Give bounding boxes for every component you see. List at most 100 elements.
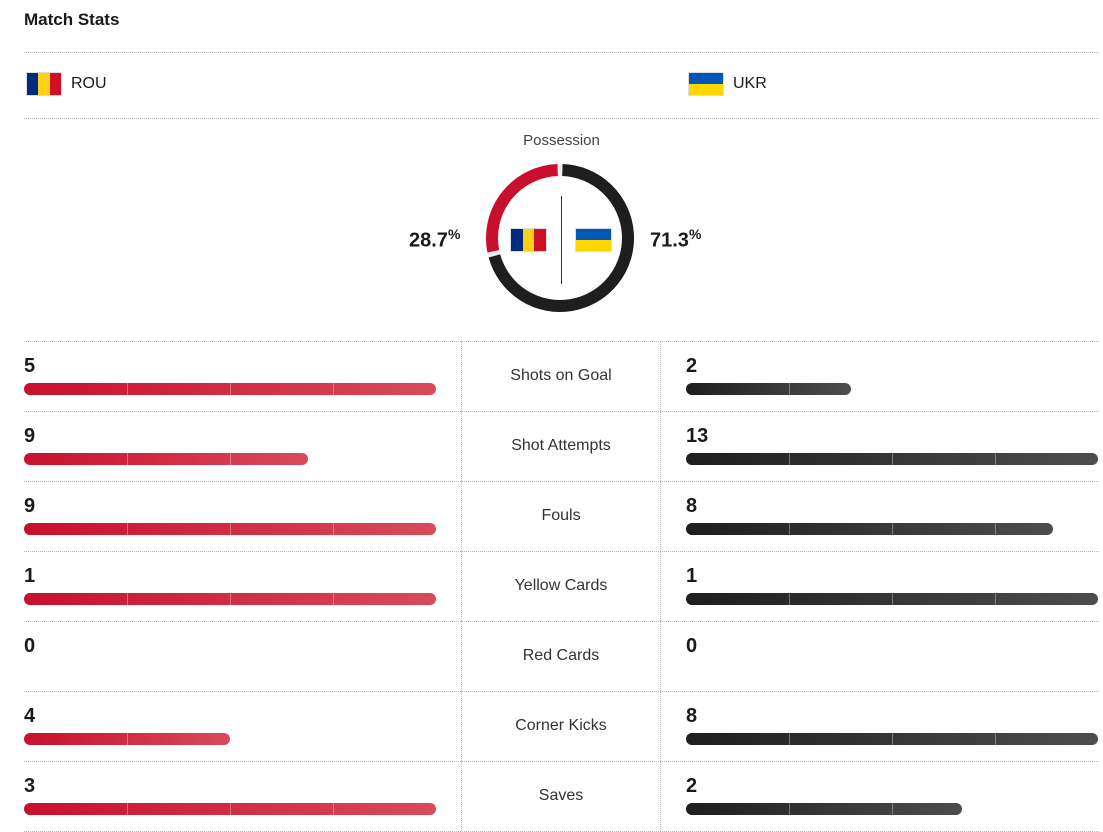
away-stat-bar — [686, 523, 1053, 535]
home-team-abbr: ROU — [71, 75, 107, 92]
home-stat-bar — [24, 733, 230, 745]
bar-segment-divider — [789, 593, 790, 605]
possession-label: Possession — [523, 132, 600, 149]
stat-row: 0 Red Cards 0 — [24, 621, 1099, 691]
stat-label: Shots on Goal — [510, 367, 612, 384]
away-team-abbr: UKR — [733, 75, 767, 92]
away-stat-bar — [686, 453, 1098, 465]
bar-segment-divider — [333, 803, 334, 815]
bar-segment-divider — [789, 733, 790, 745]
bar-segment-divider — [230, 803, 231, 815]
bar-segment-divider — [127, 803, 128, 815]
column-divider — [461, 341, 462, 411]
bar-segment-divider — [995, 733, 996, 745]
bar-segment-divider — [892, 523, 893, 535]
home-team: ROU — [26, 72, 107, 96]
home-stat-value: 4 — [24, 705, 36, 727]
page-title: Match Stats — [24, 10, 120, 29]
divider — [24, 761, 1099, 762]
stat-row: 9 Shot Attempts 13 — [24, 411, 1099, 481]
bar-segment-divider — [892, 453, 893, 465]
away-stat-value: 2 — [686, 775, 698, 797]
home-stat-value: 3 — [24, 775, 36, 797]
away-possession-value: 71.3% — [650, 226, 702, 252]
stat-label: Red Cards — [522, 647, 600, 664]
bar-segment-divider — [127, 733, 128, 745]
bar-segment-divider — [789, 523, 790, 535]
away-stat-bar — [686, 803, 962, 815]
stat-label: Fouls — [541, 507, 581, 524]
bar-segment-divider — [230, 383, 231, 395]
away-stat-value: 1 — [686, 565, 698, 587]
column-divider — [660, 481, 661, 551]
away-stat-value: 8 — [686, 495, 698, 517]
away-stat-value: 8 — [686, 705, 698, 727]
column-divider — [660, 341, 661, 411]
stat-row: 5 Shots on Goal 2 — [24, 341, 1099, 411]
stat-label: Shot Attempts — [511, 437, 611, 454]
possession-divider — [561, 196, 562, 284]
bar-segment-divider — [127, 453, 128, 465]
bar-segment-divider — [127, 523, 128, 535]
stat-label: Yellow Cards — [514, 577, 608, 594]
bar-segment-divider — [892, 803, 893, 815]
column-divider — [461, 761, 462, 831]
divider — [24, 341, 1099, 342]
home-stat-value: 0 — [24, 635, 36, 657]
home-stat-value: 5 — [24, 355, 36, 377]
divider — [24, 118, 1099, 119]
column-divider — [660, 551, 661, 621]
bar-segment-divider — [892, 593, 893, 605]
away-stat-bar — [686, 733, 1098, 745]
home-possession-value: 28.7% — [409, 226, 461, 252]
away-stat-bar — [686, 383, 851, 395]
column-divider — [461, 481, 462, 551]
column-divider — [660, 761, 661, 831]
bar-segment-divider — [995, 523, 996, 535]
bar-segment-divider — [127, 383, 128, 395]
divider — [24, 52, 1099, 53]
divider — [24, 621, 1099, 622]
column-divider — [461, 621, 462, 691]
bar-segment-divider — [789, 383, 790, 395]
away-stat-value: 13 — [686, 425, 709, 447]
away-stat-bar — [686, 593, 1098, 605]
bar-segment-divider — [230, 523, 231, 535]
romania-flag-icon — [26, 72, 62, 96]
ukraine-flag-icon — [575, 228, 612, 252]
match-stats-panel: Match Stats ROU UKR Possession 28.7% 71.… — [24, 0, 1099, 832]
bar-segment-divider — [230, 593, 231, 605]
column-divider — [660, 691, 661, 761]
bar-segment-divider — [995, 593, 996, 605]
divider — [24, 551, 1099, 552]
column-divider — [660, 411, 661, 481]
away-team: UKR — [688, 72, 767, 96]
possession-donut-chart — [486, 164, 634, 312]
column-divider — [461, 411, 462, 481]
stat-row: 4 Corner Kicks 8 — [24, 691, 1099, 761]
divider — [24, 691, 1099, 692]
stat-label: Saves — [538, 787, 584, 804]
bar-segment-divider — [333, 523, 334, 535]
home-stat-bar — [24, 593, 436, 605]
ukraine-flag-icon — [688, 72, 724, 96]
home-stat-value: 1 — [24, 565, 36, 587]
bar-segment-divider — [127, 593, 128, 605]
away-stat-value: 0 — [686, 635, 698, 657]
bar-segment-divider — [230, 453, 231, 465]
column-divider — [660, 621, 661, 691]
stat-label: Corner Kicks — [515, 717, 607, 734]
home-stat-value: 9 — [24, 495, 36, 517]
home-stat-bar — [24, 383, 436, 395]
stat-row: 3 Saves 2 — [24, 761, 1099, 831]
bar-segment-divider — [789, 453, 790, 465]
bar-segment-divider — [333, 383, 334, 395]
away-stat-value: 2 — [686, 355, 698, 377]
divider — [24, 481, 1099, 482]
possession-home-arc — [486, 164, 559, 253]
column-divider — [461, 551, 462, 621]
home-stat-bar — [24, 453, 308, 465]
bar-segment-divider — [892, 733, 893, 745]
possession-away-arc — [488, 164, 634, 312]
column-divider — [461, 691, 462, 761]
